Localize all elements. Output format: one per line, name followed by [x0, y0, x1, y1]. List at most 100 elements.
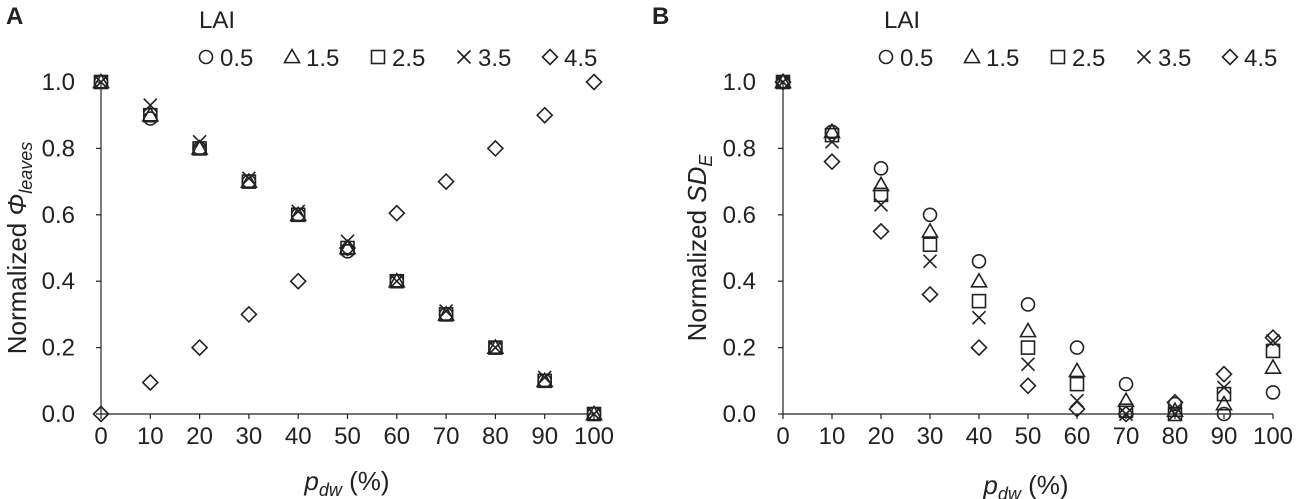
- x-tick-label: 30: [236, 423, 263, 450]
- x-tick-label: 50: [334, 423, 361, 450]
- data-point-diamond: [92, 405, 110, 423]
- legend-item-3.5: 3.5: [1136, 45, 1191, 72]
- data-point-square: [143, 107, 158, 123]
- legend-item-4.5: 4.5: [541, 45, 597, 72]
- data-point-cross: [439, 304, 454, 319]
- x-tick-label: 0: [94, 423, 107, 450]
- data-point-triangle: [240, 172, 258, 189]
- data-point-square: [1216, 386, 1232, 402]
- data-point-square: [537, 373, 553, 389]
- x-tick-label: 100: [574, 423, 614, 450]
- legend-item-1.5: 1.5: [963, 45, 1019, 72]
- data-point-diamond: [585, 73, 603, 91]
- legend-label: 1.5: [986, 45, 1019, 72]
- data-point-circle: [1069, 340, 1085, 355]
- legend-label: 4.5: [564, 45, 597, 72]
- panel-letter: A: [6, 3, 23, 30]
- data-point-diamond: [1019, 377, 1037, 395]
- x-axis-label: pdw (%): [303, 466, 389, 499]
- legend-label: 2.5: [1072, 45, 1105, 72]
- data-point-cross: [971, 310, 987, 325]
- legend-label: 0.5: [220, 45, 253, 72]
- legend-item-0.5: 0.5: [198, 45, 253, 72]
- data-point-triangle: [1215, 394, 1233, 411]
- legend-item-2.5: 2.5: [1050, 45, 1105, 72]
- panel-letter: B: [652, 3, 669, 30]
- cross-legend-marker: [456, 49, 472, 65]
- data-point-cross: [143, 98, 158, 113]
- x-tick-label: 10: [137, 423, 164, 450]
- data-point-cross: [1265, 333, 1281, 349]
- data-point-triangle: [141, 106, 160, 122]
- data-point-triangle: [535, 371, 554, 388]
- circle-legend-marker: [198, 49, 214, 65]
- data-point-circle: [922, 207, 938, 223]
- data-point-square: [438, 307, 454, 322]
- panel-a: A 0.0 0.2 0.4 0.6 0.8 1.0 0 10 20 30 40 50 60 70 80 90 10…: [2, 3, 614, 499]
- series-3.5: [775, 74, 1281, 422]
- data-point-diamond: [921, 285, 939, 304]
- series-2.5: [775, 74, 1281, 422]
- y-tick-label: 0.6: [42, 202, 75, 229]
- data-point-triangle: [970, 272, 988, 288]
- data-point-cross: [93, 74, 109, 90]
- data-point-square: [290, 207, 306, 223]
- data-point-square: [1069, 376, 1085, 392]
- x-tick-label: 20: [868, 423, 895, 450]
- y-tick-label: 0.0: [723, 401, 756, 428]
- x-tick-label: 30: [917, 423, 944, 450]
- y-axis-label: Normalized Φleaves: [2, 142, 36, 355]
- series-3.5: [93, 74, 602, 422]
- triangle-legend-marker: [963, 47, 981, 64]
- data-point-triangle: [1264, 358, 1282, 374]
- legend-title: LAI: [884, 7, 920, 34]
- data-point-diamond: [240, 305, 258, 324]
- x-tick-label: 60: [383, 423, 410, 450]
- x-tick-label: 70: [433, 423, 460, 450]
- data-point-diamond: [289, 272, 307, 290]
- x-tick-label: 20: [186, 423, 213, 450]
- data-point-cross: [488, 340, 503, 355]
- data-point-cross: [1118, 406, 1134, 422]
- data-point-diamond: [872, 222, 890, 241]
- x-tick-label: 50: [1015, 423, 1042, 450]
- legend-item-0.5: 0.5: [878, 45, 933, 72]
- data-point-square: [241, 174, 257, 189]
- y-tick-label: 0.2: [723, 335, 756, 362]
- data-point-triangle: [1068, 361, 1086, 378]
- data-point-diamond: [1264, 329, 1282, 347]
- data-point-triangle: [1019, 321, 1037, 338]
- y-tick-label: 0.8: [723, 135, 756, 162]
- square-legend-marker: [1050, 49, 1066, 65]
- square-legend-marker: [370, 49, 386, 65]
- data-point-cross: [291, 204, 306, 219]
- x-tick-label: 0: [776, 423, 789, 450]
- legend-title: LAI: [199, 7, 235, 34]
- data-point-square: [971, 293, 987, 309]
- data-point-triangle: [338, 238, 357, 255]
- series-4.5: [92, 73, 603, 423]
- x-tick-label: 80: [1162, 423, 1189, 450]
- data-point-diamond: [536, 106, 554, 124]
- data-point-triangle: [190, 139, 209, 155]
- data-point-diamond: [190, 338, 209, 357]
- data-point-cross: [824, 134, 840, 149]
- data-point-circle: [1118, 376, 1134, 392]
- x-tick-label: 100: [1253, 423, 1293, 450]
- data-point-square: [1118, 403, 1134, 418]
- legend-item-1.5: 1.5: [283, 45, 339, 72]
- data-point-triangle: [437, 305, 455, 321]
- x-tick-label: 40: [285, 423, 312, 450]
- legend-item-4.5: 4.5: [1221, 45, 1277, 72]
- x-tick-label: 10: [819, 423, 846, 450]
- data-point-triangle: [872, 175, 890, 192]
- diamond-legend-marker: [1221, 48, 1239, 66]
- x-tick-label: 90: [1211, 423, 1238, 450]
- x-tick-label: 40: [966, 423, 993, 450]
- data-point-triangle: [585, 404, 603, 421]
- y-tick-label: 1.0: [723, 69, 756, 96]
- data-point-cross: [586, 406, 602, 422]
- y-tick-label: 0.6: [723, 202, 756, 229]
- data-point-cross: [1216, 380, 1232, 395]
